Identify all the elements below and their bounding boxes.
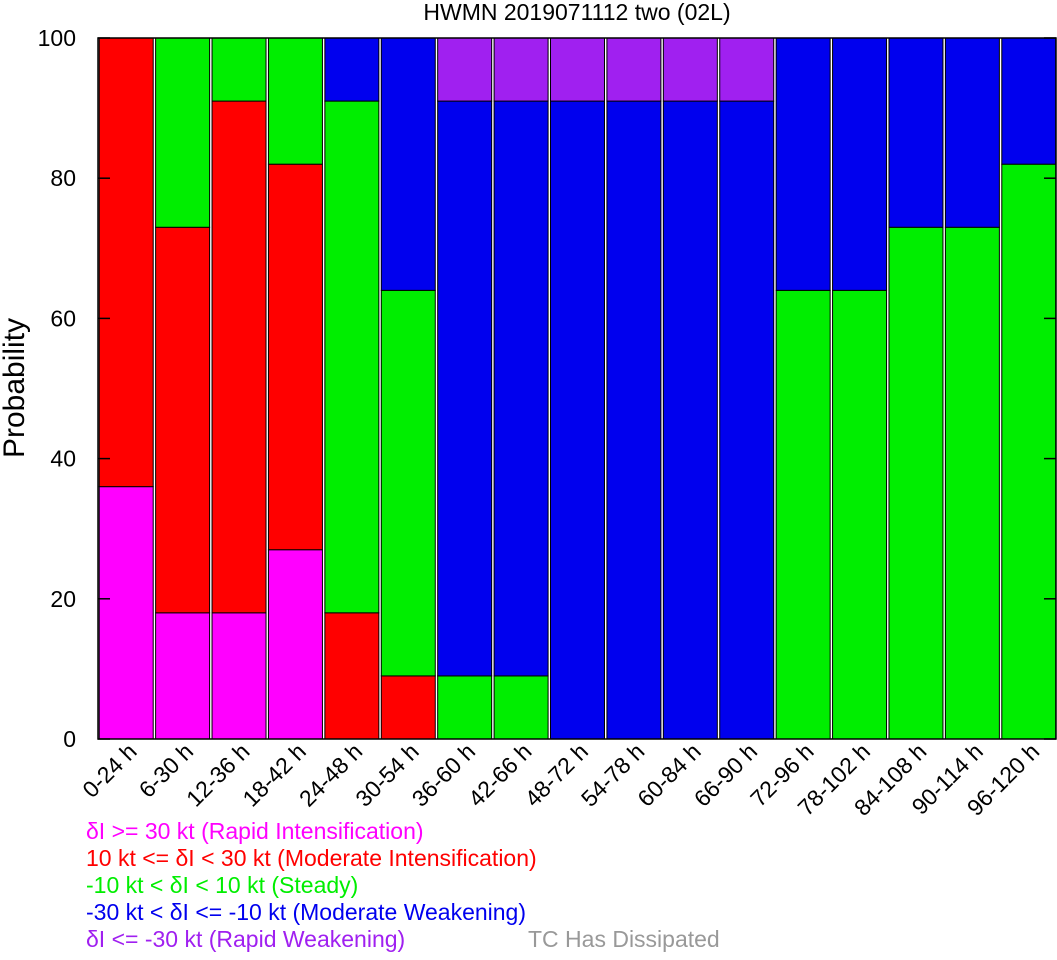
y-axis-label: Probability <box>0 318 31 458</box>
legend: δI >= 30 kt (Rapid Intensification) 10 k… <box>86 818 537 953</box>
bar-segment-steady-6 <box>437 675 493 740</box>
bar-segment-mw-12 <box>775 37 831 291</box>
y-tick-label: 80 <box>50 165 76 191</box>
x-tick-labels: 0-24 h6-30 h12-36 h18-42 h24-48 h30-54 h… <box>77 738 1044 821</box>
legend-entry-moderate-intensification: 10 kt <= δI < 30 kt (Moderate Intensific… <box>86 845 537 871</box>
y-tick-label: 0 <box>63 726 76 752</box>
axes-layer: 0 20 40 60 80 100 <box>38 25 1057 752</box>
bar-segment-steady-7 <box>493 675 549 740</box>
x-tick-label: 0-24 h <box>77 738 142 803</box>
bar-segment-mi-3 <box>267 163 323 551</box>
bar-segment-mw-8 <box>550 100 605 740</box>
bar-segment-mw-14 <box>888 37 944 228</box>
bar-segment-mw-5 <box>380 37 436 291</box>
bar-segment-rw-7 <box>493 37 549 102</box>
bar-segment-rw-8 <box>550 37 605 102</box>
bar-segment-mi-4 <box>324 612 380 740</box>
bar-segment-mw-7 <box>493 100 549 677</box>
bar-segment-ri-1 <box>155 612 211 740</box>
bar-segment-mi-5 <box>380 675 436 740</box>
legend-entry-steady: -10 kt < δI < 10 kt (Steady) <box>86 872 359 898</box>
bar-segment-mw-9 <box>606 100 662 740</box>
bar-segment-mi-2 <box>211 100 267 614</box>
bar-segment-steady-14 <box>888 226 944 740</box>
bar-segment-steady-5 <box>380 289 436 677</box>
bar-segment-steady-3 <box>267 37 323 165</box>
bar-segment-mi-1 <box>155 226 211 614</box>
bar-segment-ri-0 <box>98 486 154 740</box>
plot-frame <box>97 37 1057 740</box>
bar-segment-steady-2 <box>211 37 267 102</box>
bars-layer <box>98 37 1057 740</box>
bar-segment-mw-4 <box>324 37 380 102</box>
y-tick-label: 20 <box>50 586 76 612</box>
y-tick-label: 60 <box>50 305 76 331</box>
bar-segment-steady-12 <box>775 289 831 740</box>
bar-segment-steady-4 <box>324 100 380 614</box>
bar-segment-steady-13 <box>832 289 888 740</box>
bar-segment-steady-1 <box>155 37 211 228</box>
bar-segment-ri-3 <box>267 549 323 740</box>
bar-segment-mi-0 <box>98 37 154 488</box>
bar-segment-rw-9 <box>606 37 662 102</box>
chart-title: HWMN 2019071112 two (02L) <box>423 0 730 25</box>
y-tick-label: 100 <box>38 25 76 51</box>
bar-segment-rw-11 <box>719 37 775 102</box>
bar-segment-steady-16 <box>1001 163 1057 740</box>
bar-segment-mw-15 <box>944 37 1000 228</box>
legend-entry-rapid-weakening: δI <= -30 kt (Rapid Weakening) <box>86 926 406 952</box>
bar-segment-mw-6 <box>437 100 493 677</box>
legend-entry-moderate-weakening: -30 kt < δI <= -10 kt (Moderate Weakenin… <box>86 899 527 925</box>
bar-segment-steady-15 <box>944 226 1000 740</box>
y-tick-label: 40 <box>50 446 76 472</box>
legend-entry-rapid-intensification: δI >= 30 kt (Rapid Intensification) <box>86 818 424 844</box>
bar-segment-mw-13 <box>832 37 888 291</box>
bar-segment-mw-10 <box>662 100 718 740</box>
bar-segment-rw-10 <box>662 37 718 102</box>
bar-segment-ri-2 <box>211 612 267 740</box>
dissipated-note: TC Has Dissipated <box>528 926 720 952</box>
bar-segment-mw-11 <box>719 100 775 740</box>
bar-segment-rw-6 <box>437 37 493 102</box>
bar-segment-mw-16 <box>1001 37 1057 165</box>
